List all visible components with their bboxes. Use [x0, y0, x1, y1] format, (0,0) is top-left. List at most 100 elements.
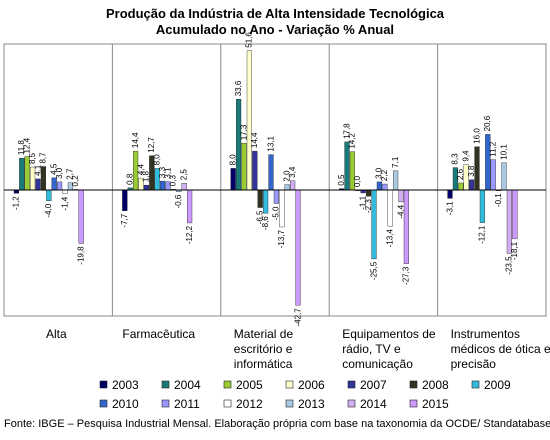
data-label: -6,5	[256, 210, 265, 224]
data-label: 4,4	[136, 163, 145, 175]
data-label: 14,4	[131, 132, 140, 148]
data-label: -13,4	[386, 229, 395, 248]
data-label: 11,2	[489, 141, 498, 157]
data-label: 3,0	[375, 167, 384, 179]
data-label: 2,5	[180, 169, 189, 181]
bar-2010-cat1	[159, 180, 166, 191]
legend-label-2010: 2010	[112, 397, 139, 411]
bar-2015-cat2	[295, 189, 301, 306]
bar-2007-cat0	[35, 178, 41, 191]
bar-2013-cat4	[501, 162, 507, 191]
data-label: -19,8	[77, 246, 86, 265]
bar-2015-cat4	[512, 189, 518, 240]
data-label: 0,8	[126, 173, 135, 185]
data-label: 12,4	[23, 137, 32, 153]
legend-swatch-2010	[99, 399, 108, 408]
legend-label-2013: 2013	[298, 397, 325, 411]
bar-2009-cat4	[479, 189, 486, 223]
bar-2003-cat2	[230, 168, 236, 191]
data-label: 2,7	[66, 168, 75, 180]
data-label: 12,7	[147, 137, 156, 153]
category-label: informática	[234, 357, 293, 371]
bar-2015-cat3	[403, 189, 410, 264]
data-label: 14,2	[348, 133, 357, 149]
bar-2011-cat4	[490, 159, 496, 191]
bar-2014-cat2	[290, 180, 296, 191]
category-label: Instrumentos	[451, 327, 520, 341]
data-label: 8,0	[229, 154, 238, 166]
data-label: 4,1	[33, 164, 42, 176]
bar-2008-cat3	[366, 189, 372, 197]
data-label: 2,0	[283, 170, 292, 182]
category-label: médicos de ótica e	[451, 342, 550, 356]
data-label: 13,1	[266, 136, 275, 152]
legend-label-2011: 2011	[174, 397, 200, 411]
bar-2009-cat0	[46, 189, 52, 202]
data-label: 51,6	[245, 32, 254, 48]
data-label: 0,3	[169, 175, 178, 187]
data-label: 0,2	[71, 175, 80, 187]
legend-swatch-2015	[409, 399, 418, 408]
data-label: 14,4	[250, 132, 259, 148]
data-label: -18,1	[510, 241, 519, 260]
data-label: 8,5	[28, 152, 37, 164]
data-label: -13,7	[277, 229, 286, 248]
legend-swatch-2005	[223, 380, 232, 389]
data-label: 3,8	[467, 165, 476, 177]
data-label: 11,8	[17, 140, 26, 156]
data-label: 3,3	[158, 166, 167, 178]
data-label: 7,1	[391, 156, 400, 168]
data-label: -25,5	[369, 261, 378, 280]
chart-subtitle: Acumulado no Ano - Variação % Anual	[155, 22, 395, 37]
data-label: 9,4	[462, 150, 471, 162]
bar-2007-cat2	[252, 150, 258, 191]
legend-label-2006: 2006	[298, 378, 325, 392]
data-label: -0,6	[174, 194, 183, 208]
legend-swatch-2003	[99, 380, 108, 389]
bar-2008-cat0	[40, 166, 47, 191]
legend-label-2012: 2012	[236, 397, 263, 411]
legend-label-2003: 2003	[112, 378, 139, 392]
data-label: -1,2	[12, 196, 21, 210]
data-label: -12,2	[185, 225, 194, 244]
legend-swatch-2004	[161, 380, 170, 389]
bar-2010-cat3	[376, 181, 383, 191]
legend-swatch-2009	[471, 380, 480, 389]
bar-2009-cat2	[263, 189, 269, 214]
legend-swatch-2014	[347, 399, 356, 408]
bar-2008-cat4	[474, 146, 480, 191]
data-label: -2,3	[364, 199, 373, 213]
legend-swatch-2012	[223, 399, 232, 408]
data-label: 8,7	[39, 152, 48, 164]
bar-2012-cat3	[387, 189, 393, 227]
bar-2011-cat2	[273, 189, 280, 204]
legend-swatch-2006	[285, 380, 294, 389]
data-label: -12,1	[478, 225, 487, 244]
bar-2007-cat4	[469, 179, 475, 191]
legend-label-2014: 2014	[360, 397, 387, 411]
bar-2015-cat0	[78, 189, 84, 244]
bar-2006-cat2	[246, 50, 253, 191]
bar-2012-cat0	[62, 189, 68, 194]
bar-2009-cat3	[371, 189, 377, 260]
data-label: 1,8	[142, 170, 151, 182]
bar-2013-cat2	[284, 184, 290, 191]
data-label: 3,0	[55, 167, 64, 179]
data-label: 8,0	[153, 154, 162, 166]
legend-swatch-2011	[161, 399, 170, 408]
bar-2005-cat2	[241, 143, 247, 191]
data-label: -7,7	[120, 213, 129, 227]
data-label: 0,0	[353, 175, 362, 187]
legend-swatch-2013	[285, 399, 294, 408]
bar-2007-cat1	[143, 184, 150, 191]
data-label: -4,0	[44, 203, 53, 217]
legend-label-2005: 2005	[236, 378, 263, 392]
category-label: precisão	[451, 357, 497, 371]
data-label: -0,1	[494, 193, 503, 207]
data-label: 8,3	[451, 153, 460, 165]
data-label: -5,0	[272, 206, 281, 220]
data-label: 33,6	[234, 80, 243, 96]
bar-2014-cat3	[398, 189, 404, 203]
data-label: 17,3	[239, 124, 248, 140]
bar-2011-cat3	[382, 183, 388, 191]
